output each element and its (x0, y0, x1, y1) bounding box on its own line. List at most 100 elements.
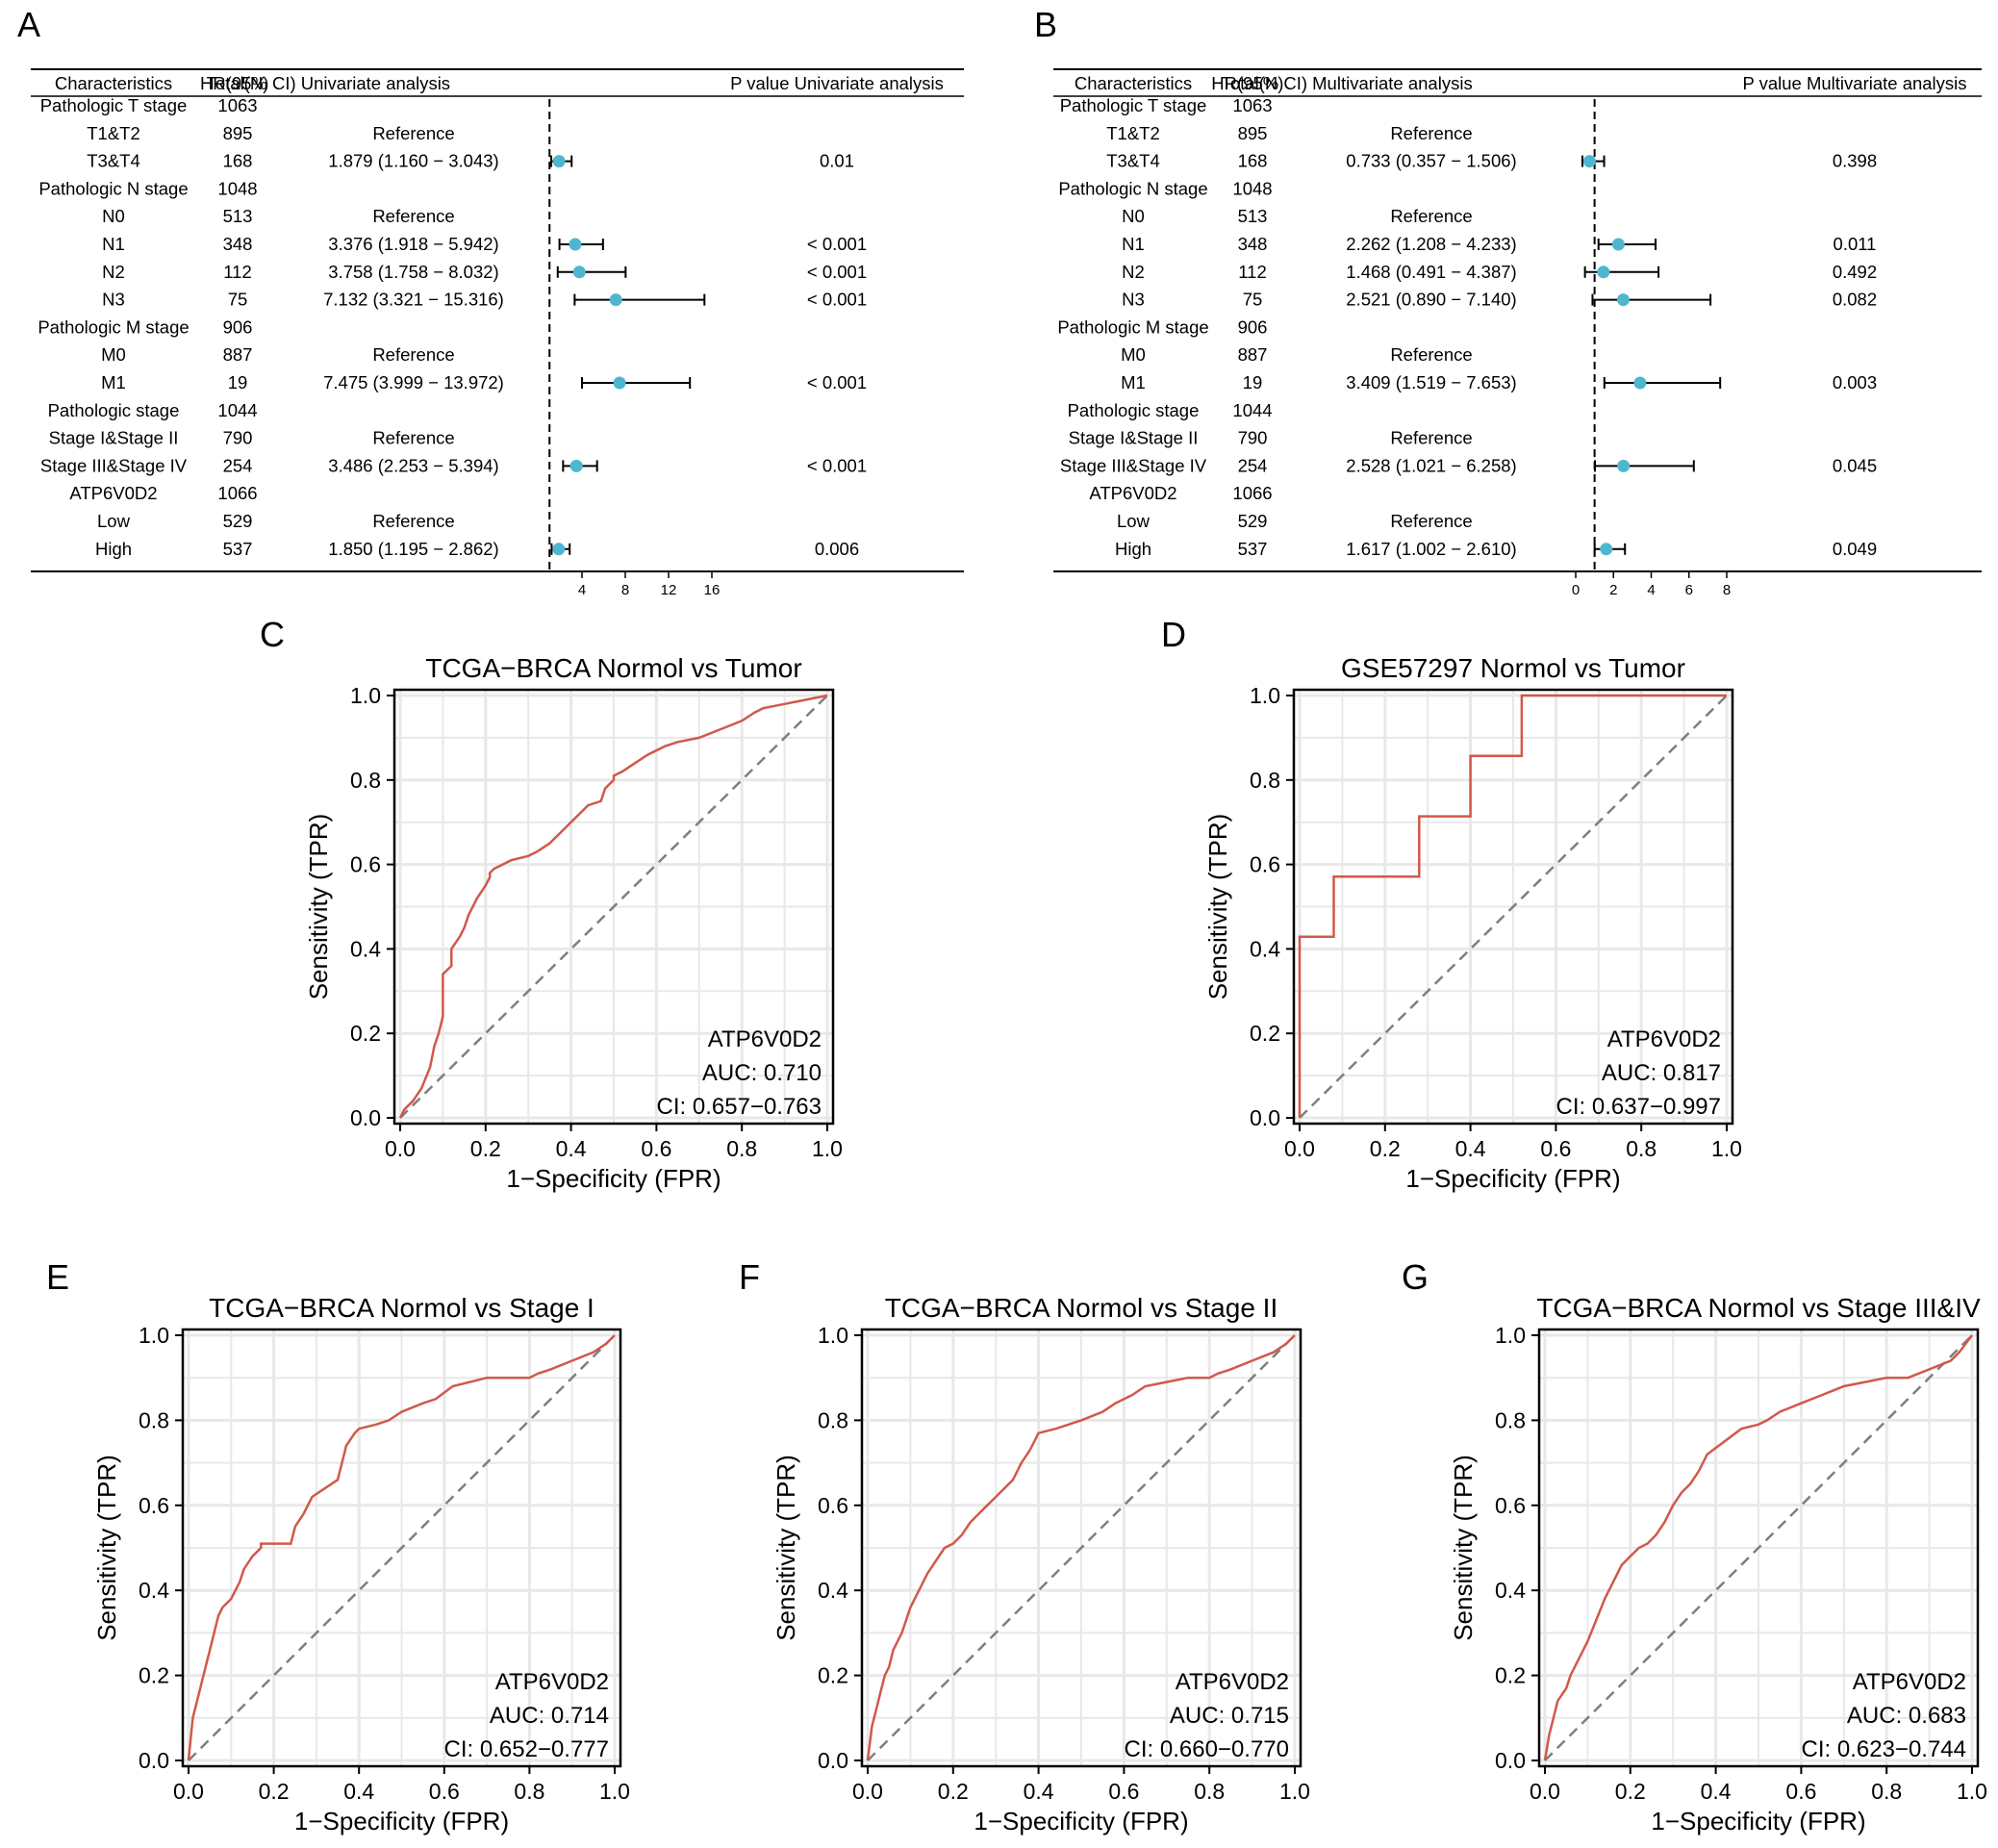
x-tick-label: 1.0 (1957, 1779, 1987, 1804)
y-axis-label: Sensitivity (TPR) (92, 1455, 121, 1641)
row-label: Pathologic N stage (38, 178, 188, 198)
table-row: Pathologic N stage 1048 (1058, 178, 1272, 198)
y-tick-label: 1.0 (350, 683, 381, 708)
row-label: Pathologic T stage (1060, 95, 1207, 115)
roc-curve (1298, 694, 1727, 1118)
row-label: Stage I&Stage II (1069, 428, 1199, 448)
x-tick-label: 16 (704, 582, 721, 598)
table-row: Stage III&Stage IV 254 3.486 (2.253 − 5.39… (40, 455, 867, 475)
table-row: N3 75 2.521 (0.890 − 7.140) 0.082 (1122, 290, 1877, 310)
row-label: N3 (102, 290, 125, 310)
roc-chart-c: C 0.0 0.2 0.4 0.6 0.8 1.0 0.0 0.2 0.4 0.6 0.8 1.0 TCG… (260, 615, 843, 1193)
marker-label: ATP6V0D2 (495, 1669, 609, 1695)
x-tick-label: 6 (1685, 582, 1693, 598)
row-total: 513 (1238, 206, 1268, 226)
grid (1539, 1329, 1978, 1766)
row-hr: 1.879 (1.160 − 3.043) (328, 151, 498, 171)
row-total: 895 (223, 123, 253, 143)
y-tick-label: 0.4 (139, 1578, 169, 1603)
table-row: Pathologic stage 1044 (1068, 400, 1273, 420)
panel-letter: C (260, 615, 285, 654)
column-header: P value Multivariate analysis (1742, 73, 1966, 93)
plot-frame (1537, 1328, 1980, 1768)
row-label: M0 (101, 344, 126, 365)
roc-chart-e: E 0.0 0.2 0.4 0.6 0.8 1.0 0.0 0.2 0.4 0.6 0.8 1.0 TCG… (46, 1257, 630, 1835)
table-row: Pathologic M stage 906 (1057, 316, 1267, 337)
row-label: Pathologic N stage (1058, 178, 1207, 198)
y-tick-label: 0.0 (818, 1748, 848, 1773)
table-row: M0 887 Reference (101, 344, 455, 365)
row-total: 348 (223, 234, 253, 254)
row-pvalue: 0.398 (1833, 151, 1877, 171)
row-total: 537 (1238, 539, 1268, 559)
y-tick-label: 0.2 (1495, 1663, 1526, 1688)
x-axis-label: 1−Specificity (FPR) (506, 1164, 721, 1193)
row-label: M1 (1121, 372, 1146, 392)
table-row: N0 513 Reference (1122, 206, 1473, 226)
hr-point (613, 376, 626, 390)
row-label: Pathologic M stage (1057, 316, 1208, 337)
roc-curve (866, 1334, 1296, 1761)
x-tick-label: 0.0 (852, 1779, 883, 1804)
y-tick-label: 1.0 (1495, 1323, 1526, 1348)
row-total: 75 (1243, 290, 1263, 310)
marker-label: ATP6V0D2 (708, 1026, 822, 1052)
row-label: N1 (1122, 234, 1145, 254)
x-tick-label: 0.6 (429, 1779, 460, 1804)
row-hr: Reference (372, 206, 454, 226)
row-hr: Reference (372, 428, 454, 448)
row-hr: 3.409 (1.519 − 7.653) (1346, 372, 1516, 392)
column-header: P value Univariate analysis (730, 73, 944, 93)
hr-point (552, 155, 566, 168)
diagonal-reference (1544, 1334, 1973, 1761)
x-tick-label: 8 (621, 582, 629, 598)
panel-letter: G (1402, 1257, 1429, 1297)
hr-point (1597, 266, 1610, 279)
chart-title: TCGA−BRCA Normol vs Stage II (885, 1293, 1277, 1323)
table-row: T1&T2 895 Reference (1106, 123, 1472, 143)
hr-point (552, 543, 566, 556)
plot-frame (860, 1328, 1302, 1768)
row-hr: Reference (372, 344, 454, 365)
row-pvalue: 0.01 (820, 151, 854, 171)
x-tick-label: 4 (578, 582, 586, 598)
y-tick-label: 0.8 (818, 1407, 848, 1432)
row-total: 887 (223, 344, 253, 365)
row-pvalue: < 0.001 (807, 290, 867, 310)
table-row: N1 348 2.262 (1.208 − 4.233) 0.011 (1122, 234, 1876, 254)
y-tick-label: 0.8 (1495, 1407, 1526, 1432)
row-total: 75 (228, 290, 248, 310)
row-label: N2 (102, 262, 125, 282)
y-tick-label: 0.6 (139, 1493, 169, 1518)
row-total: 790 (223, 428, 253, 448)
chart-title: GSE57297 Normol vs Tumor (1341, 653, 1685, 683)
hr-point (1617, 459, 1631, 472)
auc-label: AUC: 0.714 (490, 1703, 609, 1729)
table-row: High 537 1.850 (1.195 − 2.862) 0.006 (95, 539, 859, 559)
x-axis-label: 1−Specificity (FPR) (1405, 1164, 1620, 1193)
table-row: M1 19 7.475 (3.999 − 13.972) < 0.001 (101, 372, 867, 392)
ci-label: CI: 0.657−0.763 (657, 1094, 822, 1120)
grid (1294, 690, 1732, 1124)
y-tick-label: 1.0 (139, 1323, 169, 1348)
row-label: N1 (102, 234, 125, 254)
row-pvalue: 0.049 (1833, 539, 1877, 559)
row-total: 1044 (217, 400, 257, 420)
row-label: N3 (1122, 290, 1145, 310)
y-axis-label: Sensitivity (TPR) (1449, 1455, 1478, 1641)
row-label: T3&T4 (1106, 151, 1160, 171)
x-tick-label: 0.2 (938, 1779, 969, 1804)
row-hr: Reference (372, 511, 454, 531)
row-pvalue: 0.003 (1833, 372, 1877, 392)
column-header: Characteristics (55, 73, 172, 93)
x-axis-label: 1−Specificity (FPR) (974, 1807, 1188, 1835)
marker-label: ATP6V0D2 (1607, 1026, 1721, 1052)
y-tick-label: 0.2 (818, 1663, 848, 1688)
y-tick-label: 0.2 (350, 1021, 381, 1046)
x-tick-label: 0.2 (470, 1136, 501, 1161)
row-total: 529 (1238, 511, 1268, 531)
x-tick-label: 0.6 (1108, 1779, 1139, 1804)
x-tick-label: 0.2 (1615, 1779, 1646, 1804)
roc-curve (398, 694, 828, 1119)
